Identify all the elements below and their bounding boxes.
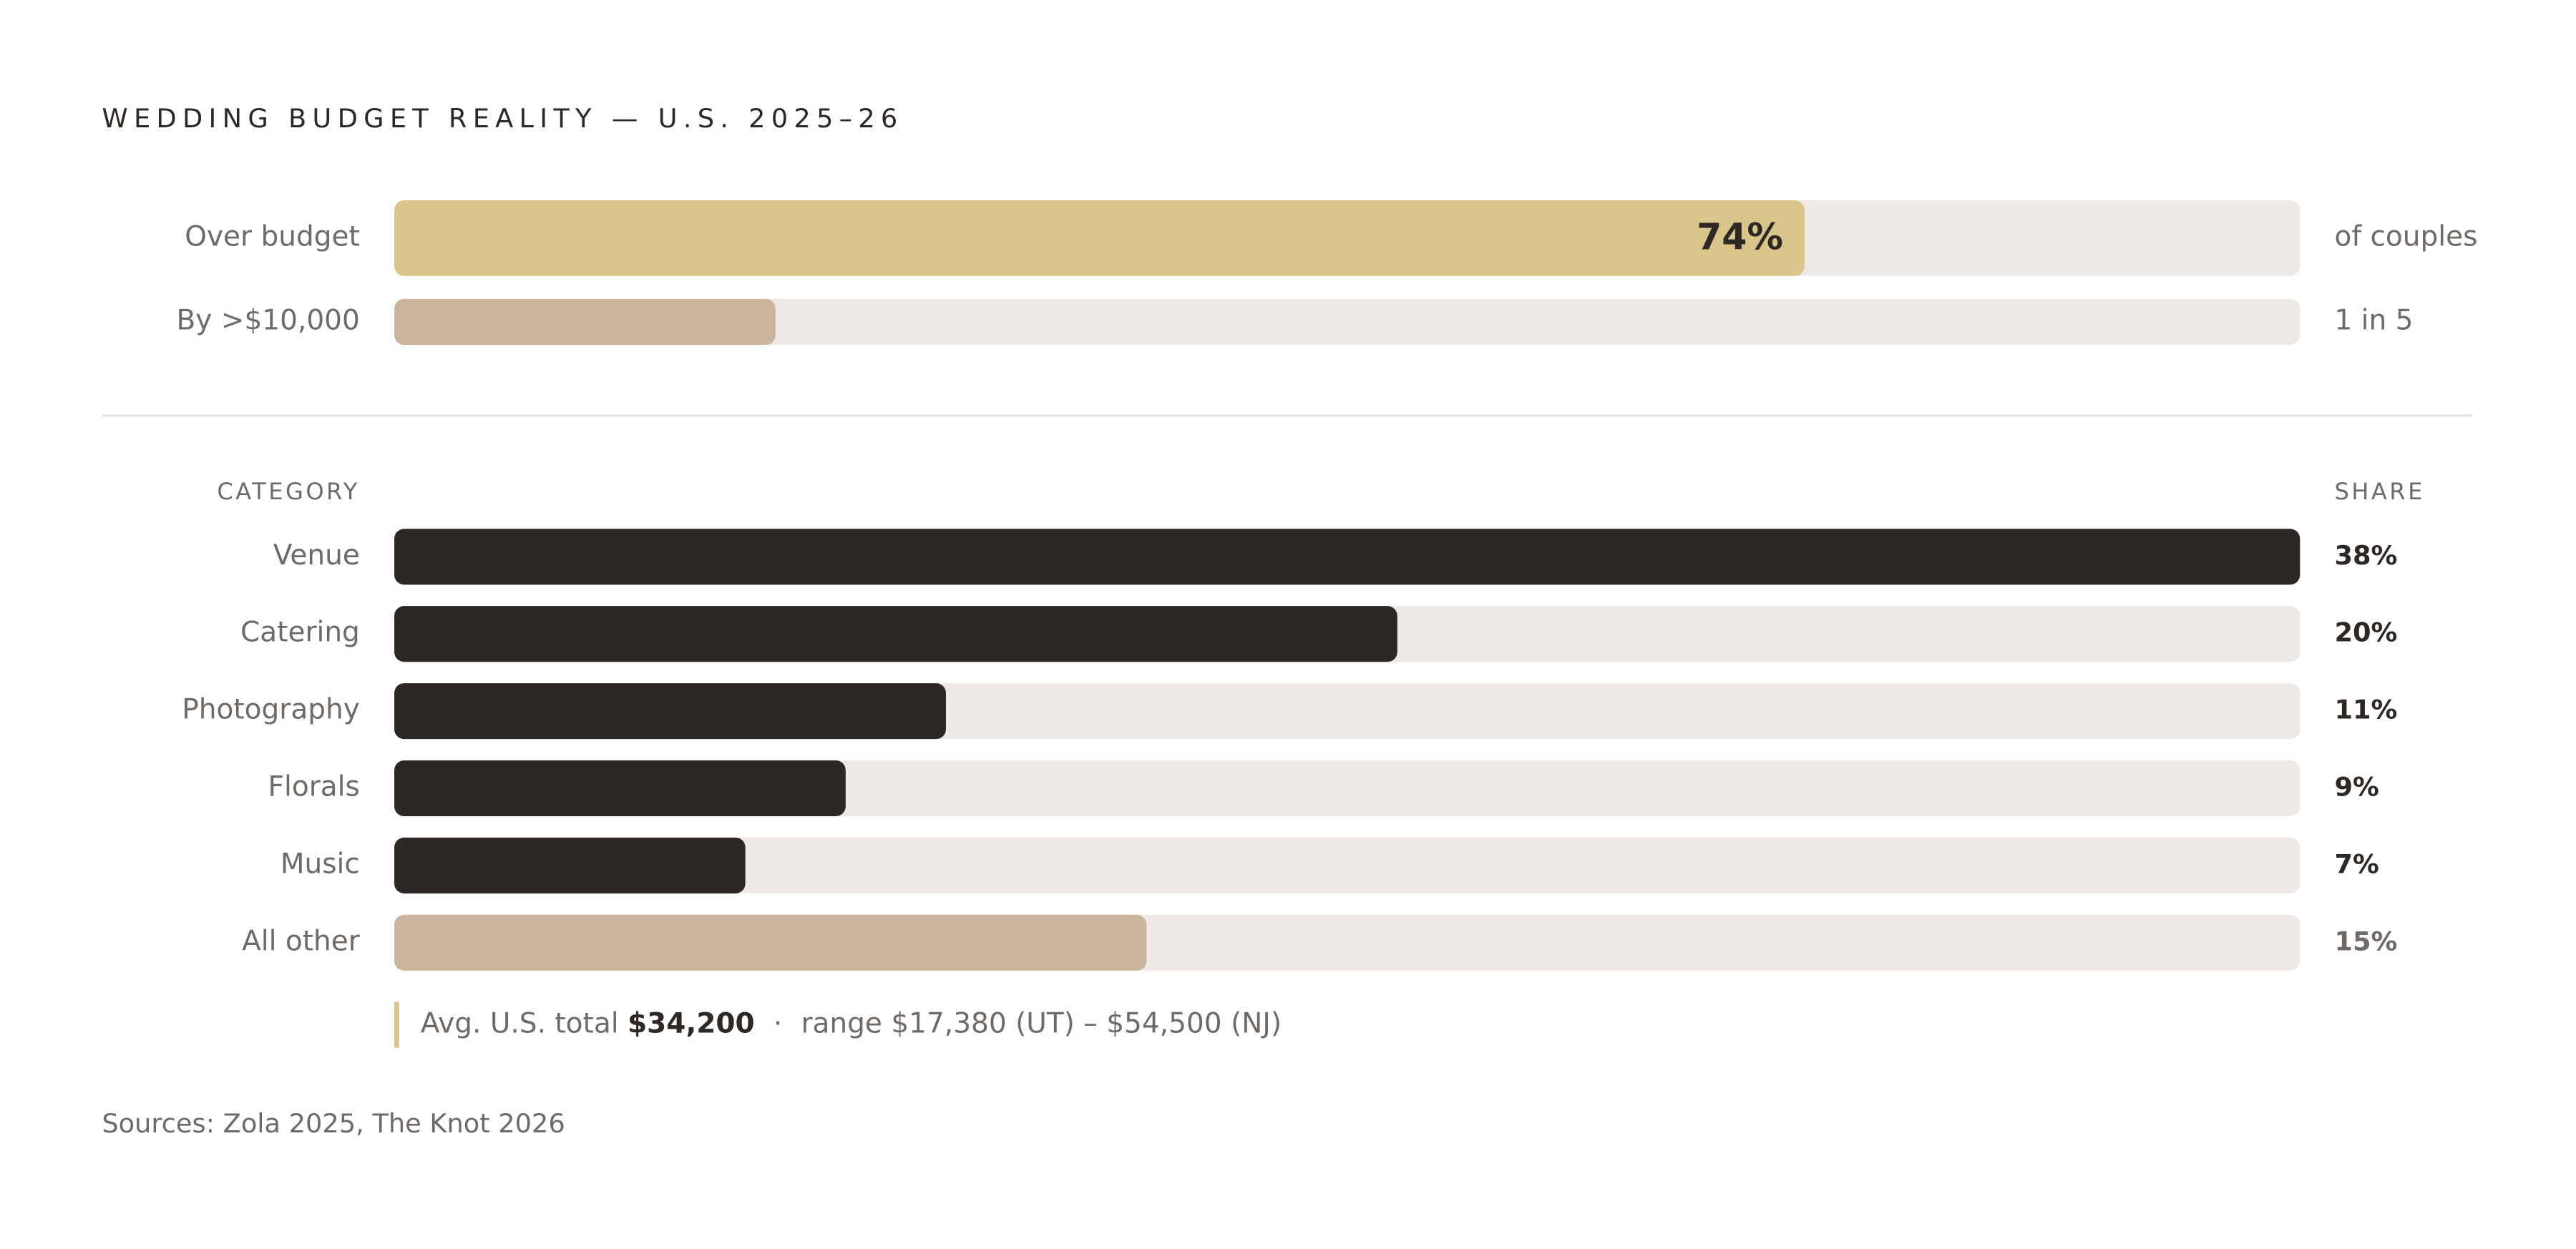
category-label: Florals (268, 771, 360, 803)
category-label: Music (280, 848, 360, 880)
source: Sources: Zola 2025, The Knot 2026 (102, 1108, 565, 1139)
track (394, 760, 2301, 817)
note-range: range $17,380 (UT) – $54,500 (NJ) (801, 1007, 1282, 1039)
chart-title: WEDDING BUDGET REALITY — U.S. 2025–26 (102, 103, 903, 134)
bar (394, 200, 1805, 276)
track (394, 837, 2301, 893)
track (394, 298, 2301, 346)
category-header: CATEGORY (217, 478, 359, 505)
bar (394, 914, 1147, 971)
bar (394, 760, 846, 817)
value-label: 1 in 5 (2334, 304, 2413, 336)
value-label: 9% (2334, 772, 2379, 803)
category-label: Photography (182, 694, 360, 726)
value-label: 74% (1697, 216, 1783, 258)
value-label: 38% (2334, 540, 2397, 571)
note-lead: Avg. U.S. total (421, 1007, 619, 1039)
value-label: 11% (2334, 695, 2397, 725)
category-label: Venue (273, 539, 360, 572)
bar (394, 529, 2301, 585)
note-total: $34,200 (628, 1007, 755, 1039)
note-separator: · (774, 1007, 782, 1039)
category-label: By >$10,000 (177, 304, 360, 336)
category-label: Over budget (185, 220, 360, 253)
value-label: 20% (2334, 617, 2397, 648)
category-label: All other (242, 925, 361, 957)
bar (394, 837, 746, 893)
category-label: Catering (240, 617, 360, 649)
bar (394, 683, 946, 740)
value-header: SHARE (2334, 478, 2424, 505)
value-label: 7% (2334, 848, 2379, 879)
bar (394, 298, 776, 346)
note: Avg. U.S. total $34,200 · range $17,380 … (421, 1007, 1282, 1039)
annotation: of couples (2334, 220, 2477, 253)
note-accent (394, 1001, 399, 1048)
bar (394, 606, 1397, 662)
value-label: 15% (2334, 926, 2397, 956)
